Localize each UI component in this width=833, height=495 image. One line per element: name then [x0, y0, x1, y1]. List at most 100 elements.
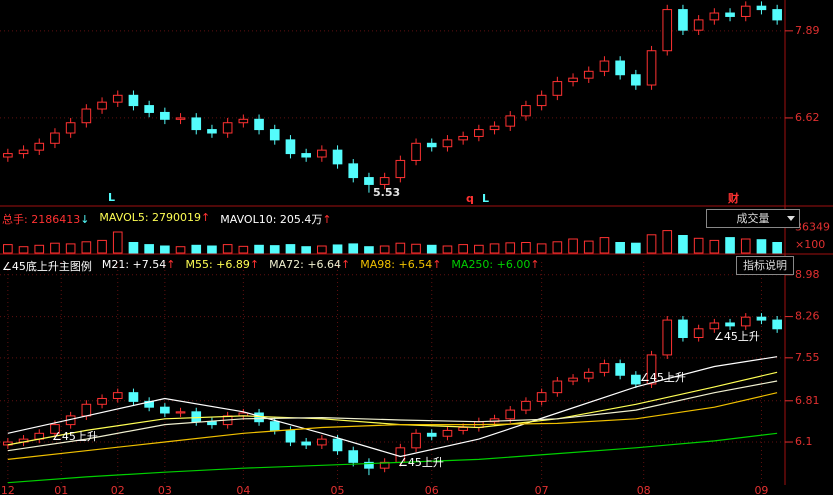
volume-bar: [160, 245, 170, 254]
candle-body: [269, 421, 280, 431]
candle-body: [740, 5, 751, 17]
candle-body: [505, 409, 516, 420]
candle-body: [65, 122, 76, 134]
volume-bar: [301, 246, 311, 254]
candle-body: [740, 316, 751, 327]
candle-body: [18, 149, 29, 155]
volume-bar: [772, 242, 782, 254]
candle-body: [725, 12, 735, 17]
x-tick-label: 12: [1, 484, 15, 495]
ma-line: [7, 380, 778, 452]
candle-body: [207, 129, 217, 134]
volume-bar: [81, 241, 92, 254]
candle-body: [269, 129, 280, 141]
indicator-selector[interactable]: 成交量: [706, 209, 800, 228]
volume-bar: [599, 237, 610, 254]
legend-item: MA250: +6.00↑: [451, 258, 539, 274]
candle-body: [772, 9, 782, 21]
candle-body: [34, 142, 45, 151]
volume-bar: [631, 242, 641, 254]
annotation: ∠45上升: [52, 430, 98, 443]
candle-body: [395, 159, 406, 179]
candle-body: [426, 142, 437, 148]
annotation: L: [482, 192, 489, 205]
ma-line: [7, 356, 778, 458]
candle-body: [112, 94, 123, 103]
candle-body: [332, 149, 343, 165]
volume-bar: [756, 239, 767, 254]
x-tick-label: 05: [331, 484, 345, 495]
candle-body: [552, 81, 563, 96]
y-tick-label: 6.81: [795, 394, 820, 407]
candle-body: [411, 432, 421, 449]
x-tick-label: 09: [754, 484, 768, 495]
candle-body: [693, 328, 704, 338]
volume-header: 总手: 2186413↓ MAVOL5: 2790019↑ MAVOL10: 205…: [2, 211, 332, 227]
indicator-help-button[interactable]: 指标说明: [736, 256, 794, 275]
legend-label: MA98: +6.54: [360, 258, 433, 271]
candle-body: [646, 354, 657, 385]
trend-arrow: ↑: [249, 258, 260, 271]
x-tick-label: 08: [637, 484, 651, 495]
volume-bar: [34, 244, 45, 254]
annotation: 财: [727, 191, 739, 205]
volume-bar: [489, 243, 500, 254]
y-tick-label: 8.26: [795, 310, 820, 323]
candle-body: [756, 316, 767, 321]
trend-arrow: ↓: [80, 213, 90, 226]
candle-body: [97, 101, 107, 110]
volume-bar: [112, 231, 123, 254]
volume-bar: [175, 246, 186, 254]
candle-body: [144, 105, 154, 113]
candle-body: [474, 129, 484, 137]
candle-body: [285, 429, 296, 443]
candle-body: [301, 441, 311, 446]
candle-body: [50, 424, 60, 434]
annotation: ∠45上升: [714, 330, 760, 343]
candle-body: [81, 108, 92, 124]
x-tick-label: 06: [425, 484, 439, 495]
volume-bar: [568, 238, 578, 254]
candle-body: [568, 77, 578, 83]
volume-bar: [379, 245, 390, 254]
candle-body: [772, 319, 782, 330]
button-label: 指标说明: [743, 259, 787, 272]
volume-bar: [411, 243, 421, 254]
candle-body: [505, 115, 516, 127]
candle-body: [379, 177, 390, 185]
candle-body: [175, 411, 186, 414]
candle-body: [301, 153, 311, 158]
volume-bar: [552, 241, 563, 254]
candle-body: [222, 122, 233, 134]
candle-body: [112, 392, 123, 399]
candle-body: [97, 397, 107, 405]
volume-bar: [474, 244, 484, 254]
header-item: 总手: 2186413↓: [2, 211, 89, 227]
candle-body: [191, 411, 202, 423]
candle-body: [364, 177, 374, 185]
trend-arrow: ↑: [341, 258, 351, 271]
x-tick-label: 02: [111, 484, 125, 495]
candle-body: [568, 377, 578, 382]
volume-bar: [646, 234, 657, 254]
legend-label: M21: +7.54: [101, 258, 167, 271]
legend-label: MA250: +6.00: [451, 258, 531, 271]
candle-body: [207, 421, 217, 426]
candle-body: [583, 371, 594, 379]
volume-bar: [442, 245, 453, 254]
candle-body: [458, 135, 468, 141]
candle-body: [662, 319, 673, 356]
x-tick-label: 04: [236, 484, 250, 495]
selector-label: 成交量: [736, 212, 770, 225]
volume-bar: [725, 237, 735, 254]
header-text: 总手: 2186413: [2, 213, 81, 226]
volume-bar: [505, 242, 516, 254]
candle-body: [128, 94, 139, 107]
volume-bar: [97, 239, 107, 254]
x-tick-label: 07: [535, 484, 549, 495]
candle-body: [615, 363, 625, 376]
dropdown-arrow: [787, 216, 795, 221]
annotation: L: [108, 191, 115, 204]
candle-body: [536, 392, 547, 402]
